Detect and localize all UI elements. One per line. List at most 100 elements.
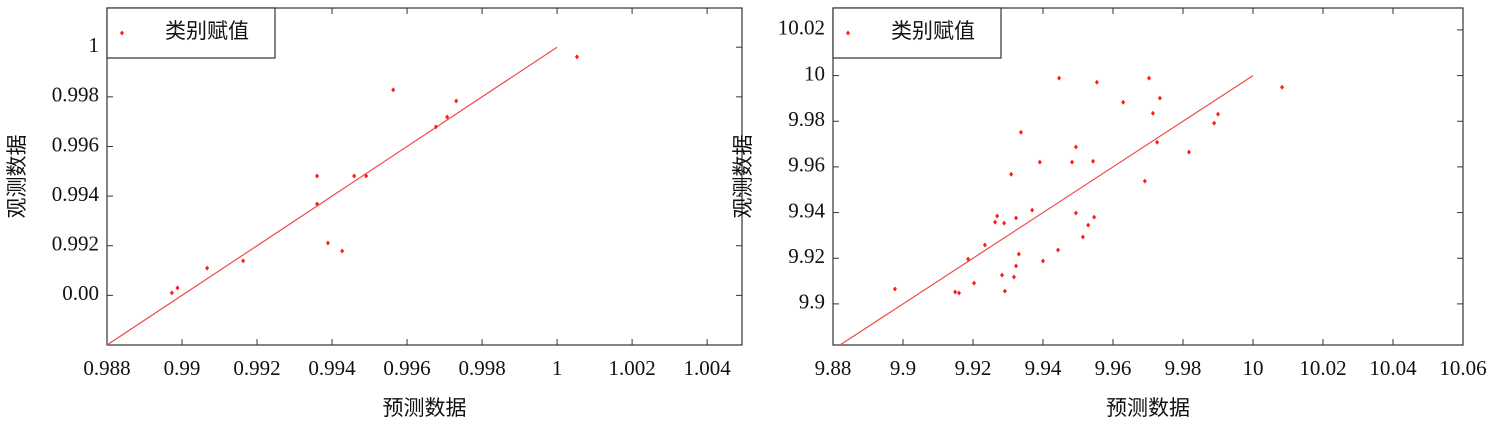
x-tick-label: 9.9 — [890, 356, 916, 380]
point — [205, 265, 210, 271]
x-tick-label: 9.96 — [1095, 356, 1132, 380]
legend-box — [832, 7, 1002, 59]
reference-line — [106, 46, 558, 346]
point — [966, 256, 971, 262]
point — [1121, 99, 1126, 105]
point — [957, 290, 961, 296]
point — [1002, 288, 1007, 294]
point — [445, 114, 450, 120]
point — [1150, 110, 1155, 116]
point — [1002, 220, 1007, 226]
x-tick-label: 0.99 — [164, 356, 201, 380]
plot-frame — [106, 7, 743, 346]
plot-frame — [832, 7, 1464, 346]
point — [1186, 149, 1191, 155]
reference-line — [839, 75, 1254, 346]
point — [1070, 159, 1075, 165]
point — [1092, 214, 1097, 220]
point — [454, 98, 459, 104]
point — [1155, 139, 1160, 145]
point — [972, 280, 977, 286]
y-tick-label: 9.96 — [788, 153, 825, 177]
point — [953, 289, 958, 295]
y-tick-label: 1 — [89, 33, 100, 57]
x-tick-label: 9.94 — [1025, 356, 1062, 380]
point — [892, 286, 897, 292]
point — [1073, 144, 1078, 150]
x-tick-label: 0.994 — [308, 356, 356, 380]
x-axis-label: 预测数据 — [383, 396, 467, 420]
x-tick-label: 9.92 — [955, 356, 992, 380]
x-axis-label: 预测数据 — [1106, 396, 1190, 420]
point — [1056, 247, 1061, 253]
y-tick-label: 0.994 — [52, 182, 100, 206]
legend-label: 类别赋值 — [165, 19, 249, 43]
y-tick-label: 9.9 — [799, 290, 825, 314]
point — [1030, 207, 1035, 213]
point — [325, 240, 330, 246]
point — [1212, 120, 1217, 126]
point — [1216, 111, 1220, 117]
chart: 0.988 0.99 0.992 0.994 0.996 0.998 1 1.002 1.004… — [5, 7, 743, 420]
point — [1018, 129, 1023, 135]
y-tick-label: 9.92 — [788, 244, 825, 268]
y-tick-label: 0.00 — [62, 281, 99, 305]
point — [1280, 84, 1285, 90]
point — [1014, 215, 1019, 221]
x-tick-label: 1.004 — [683, 356, 731, 380]
legend-marker — [120, 30, 124, 36]
point — [364, 173, 369, 179]
point — [433, 124, 438, 130]
legend-label: 类别赋值 — [891, 19, 975, 43]
y-tick-label: 0.996 — [52, 132, 99, 156]
y-tick-label: 10 — [804, 61, 825, 85]
point — [1009, 171, 1014, 177]
x-tick-label: 0.998 — [458, 356, 505, 380]
point — [1094, 79, 1099, 85]
point — [995, 213, 1000, 219]
y-tick-label: 9.94 — [788, 198, 825, 222]
point — [1080, 234, 1085, 240]
point — [1157, 95, 1162, 101]
x-tick-label: 9.88 — [815, 356, 852, 380]
x-tick-label: 0.996 — [383, 356, 430, 380]
point — [1091, 158, 1096, 164]
point — [1041, 258, 1045, 264]
x-tick-label: 0.988 — [83, 356, 130, 380]
x-tick-label: 1 — [552, 356, 563, 380]
point — [169, 290, 174, 296]
point — [241, 258, 246, 264]
point — [1016, 251, 1021, 257]
y-tick-label: 0.998 — [52, 83, 99, 107]
point — [175, 285, 180, 291]
point — [1057, 75, 1062, 81]
y-axis-label: 观测数据 — [731, 135, 755, 219]
point — [1086, 222, 1091, 228]
point — [1014, 263, 1019, 269]
y-tick-label: 10.02 — [778, 16, 825, 40]
point — [315, 173, 320, 179]
point — [574, 54, 579, 60]
x-tick-label: 1.002 — [608, 356, 655, 380]
point — [1142, 178, 1147, 184]
point — [340, 248, 345, 254]
point — [1037, 159, 1042, 165]
legend-box — [106, 7, 276, 59]
point — [391, 87, 396, 93]
point — [993, 219, 998, 225]
point — [1073, 210, 1078, 216]
x-tick-label: 9.98 — [1165, 356, 1202, 380]
x-tick-label: 10.04 — [1369, 356, 1417, 380]
x-tick-label: 10.02 — [1299, 356, 1346, 380]
x-tick-label: 10.06 — [1439, 356, 1486, 380]
x-tick-label: 0.992 — [233, 356, 280, 380]
y-axis-label: 观测数据 — [5, 135, 29, 219]
point — [982, 242, 987, 248]
chart: 9.88 9.9 9.92 9.94 9.96 9.98 10 10.02 10.04 10.06… — [731, 7, 1487, 420]
legend-marker — [846, 30, 850, 36]
point — [352, 173, 357, 179]
point — [1147, 75, 1152, 81]
y-tick-label: 9.98 — [788, 107, 825, 131]
point — [1011, 274, 1016, 280]
